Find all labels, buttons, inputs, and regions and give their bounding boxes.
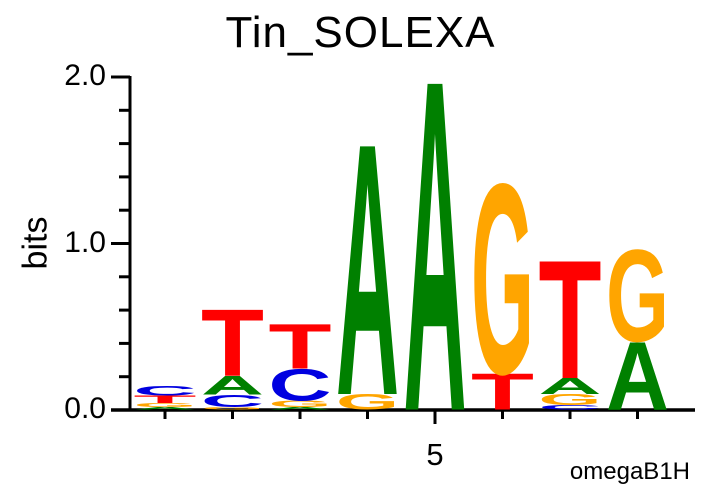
logo-letter-G-pos2: G <box>201 406 264 410</box>
logo-letter-G-pos3: G <box>269 399 332 409</box>
logo-letter-C-pos1: C <box>134 383 197 398</box>
logo-letter-G-pos7: G <box>539 391 602 409</box>
logo-letter-A-pos7: A <box>539 374 602 400</box>
logo-letter-C-pos2: C <box>201 391 264 411</box>
logo-letter-T-pos1: T <box>134 394 197 406</box>
y-tick-label-1.0: 1.0 <box>64 226 106 259</box>
logo-letter-A-pos5: A <box>404 0 467 496</box>
logo-letter-G-pos8: G <box>606 222 669 369</box>
logo-letter-G-pos1: G <box>134 402 197 408</box>
logo-letter-A-pos8: A <box>606 321 669 431</box>
logo-letter-G-pos6: G <box>471 127 534 431</box>
watermark-text: omegaB1H <box>569 458 690 485</box>
logo-letter-G-pos4: G <box>336 390 399 415</box>
logo-letter-T-pos7: T <box>539 226 602 415</box>
logo-letter-A-pos4: A <box>336 68 399 470</box>
logo-letter-C-pos3: C <box>269 360 332 411</box>
logo-letter-A-pos3: A <box>269 406 332 410</box>
y-tick-label-2.0: 2.0 <box>64 59 106 92</box>
logo-letter-A-pos1: A <box>134 406 197 410</box>
logo-letter-C-pos7: C <box>539 404 602 411</box>
logo-letter-T-pos2: T <box>201 289 264 397</box>
x-tick-label-5: 5 <box>426 437 444 472</box>
y-tick-label-0.0: 0.0 <box>64 392 106 425</box>
logo-letter-T-pos6: T <box>471 362 534 420</box>
logo-letter-A-pos2: A <box>201 370 264 400</box>
chart-title: Tin_SOLEXA <box>225 8 496 57</box>
logo-letter-T-pos3: T <box>269 310 332 382</box>
